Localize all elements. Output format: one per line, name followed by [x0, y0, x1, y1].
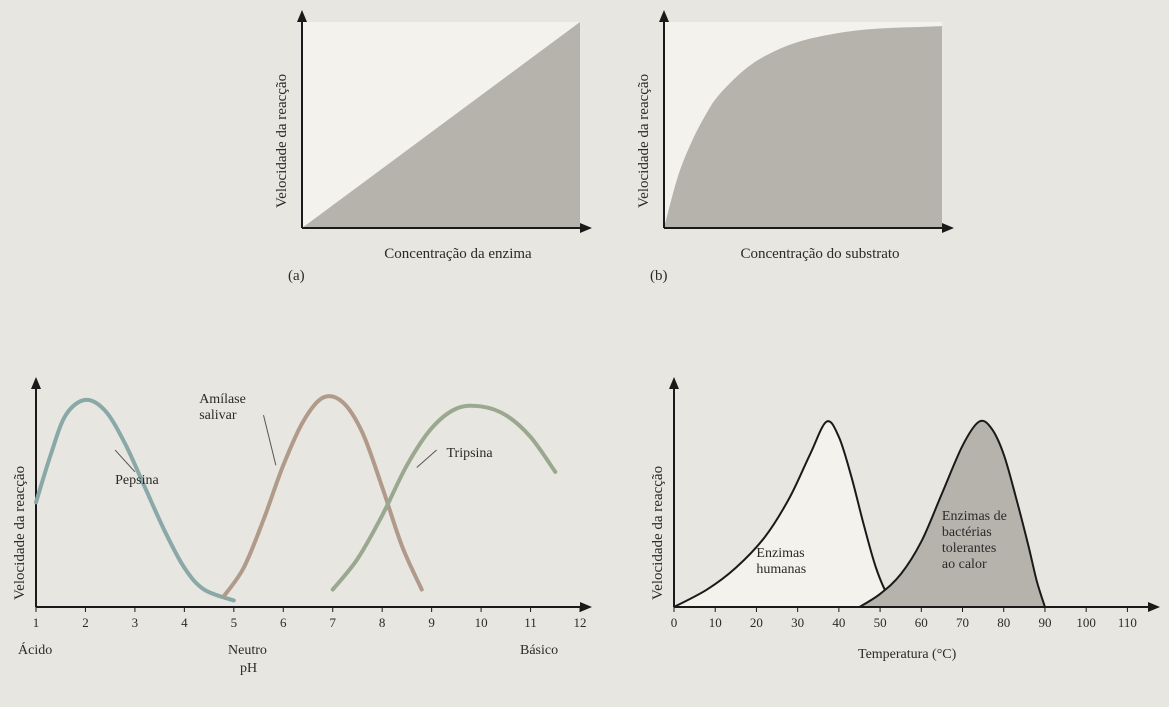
chart-c-xtick: 1	[33, 615, 40, 631]
chart-c-xtick: 2	[82, 615, 89, 631]
chart-d-xlabel: Temperatura (°C)	[858, 647, 956, 663]
chart-c-xtick: 7	[329, 615, 336, 631]
chart-d-xtick: 100	[1076, 615, 1096, 631]
chart-d-xtick: 20	[750, 615, 763, 631]
chart-d-xtick: 40	[832, 615, 845, 631]
chart-c-xtick: 10	[475, 615, 488, 631]
chart-d-xtick: 80	[997, 615, 1010, 631]
chart-c-xtick: 6	[280, 615, 287, 631]
chart-b-xlabel: Concentração do substrato	[690, 246, 950, 263]
chart-c-series-label: Tripsina	[446, 446, 492, 462]
chart-c-range-center: Neutro	[228, 643, 267, 659]
chart-c-series-label: Amílasesalivar	[199, 392, 246, 424]
chart-d-xtick: 50	[874, 615, 887, 631]
chart-d-xtick: 110	[1118, 615, 1137, 631]
chart-d-xtick: 60	[915, 615, 928, 631]
chart-c-range-left: Ácido	[18, 643, 52, 659]
chart-b-ylabel: Velocidade da reacção	[636, 74, 653, 208]
chart-a-plot	[278, 8, 598, 238]
chart-c-xtick: 5	[231, 615, 238, 631]
chart-d: Velocidade da reacção 0 10 20 30 40 50 60 70 80 9…	[638, 375, 1168, 695]
chart-b: Velocidade da reacção Concentração do su…	[640, 0, 960, 300]
chart-d-series-label: Enzimashumanas	[756, 546, 806, 578]
chart-c-plot	[0, 375, 600, 625]
chart-c-xtick: 8	[379, 615, 386, 631]
chart-a: Velocidade da reacção Concentração da en…	[278, 0, 598, 300]
chart-d-xtick: 90	[1038, 615, 1051, 631]
chart-c-ylabel: Velocidade da reacção	[12, 466, 29, 600]
chart-a-xlabel: Concentração da enzima	[328, 246, 588, 263]
chart-a-ylabel: Velocidade da reacção	[274, 74, 291, 208]
chart-c-xtick: 9	[428, 615, 435, 631]
chart-d-ylabel: Velocidade da reacção	[650, 466, 667, 600]
chart-d-xtick: 30	[791, 615, 804, 631]
chart-d-xtick: 0	[671, 615, 678, 631]
chart-c: Velocidade da reacção 123456789101112 Ác…	[0, 375, 600, 695]
chart-c-xtick: 12	[574, 615, 587, 631]
chart-b-panel-label: (b)	[650, 268, 668, 285]
chart-c-xtick: 11	[524, 615, 537, 631]
chart-d-xtick: 70	[956, 615, 969, 631]
chart-a-panel-label: (a)	[288, 268, 305, 285]
chart-c-range-right: Básico	[520, 643, 558, 659]
chart-c-xlabel: pH	[240, 661, 257, 677]
chart-c-series-label: Pepsina	[115, 473, 159, 489]
chart-b-plot	[640, 8, 960, 238]
chart-c-xtick: 4	[181, 615, 188, 631]
chart-d-series-label: Enzimas debactériastolerantesao calor	[942, 509, 1007, 573]
chart-d-plot	[638, 375, 1168, 625]
chart-d-xtick: 10	[709, 615, 722, 631]
chart-c-xtick: 3	[132, 615, 139, 631]
